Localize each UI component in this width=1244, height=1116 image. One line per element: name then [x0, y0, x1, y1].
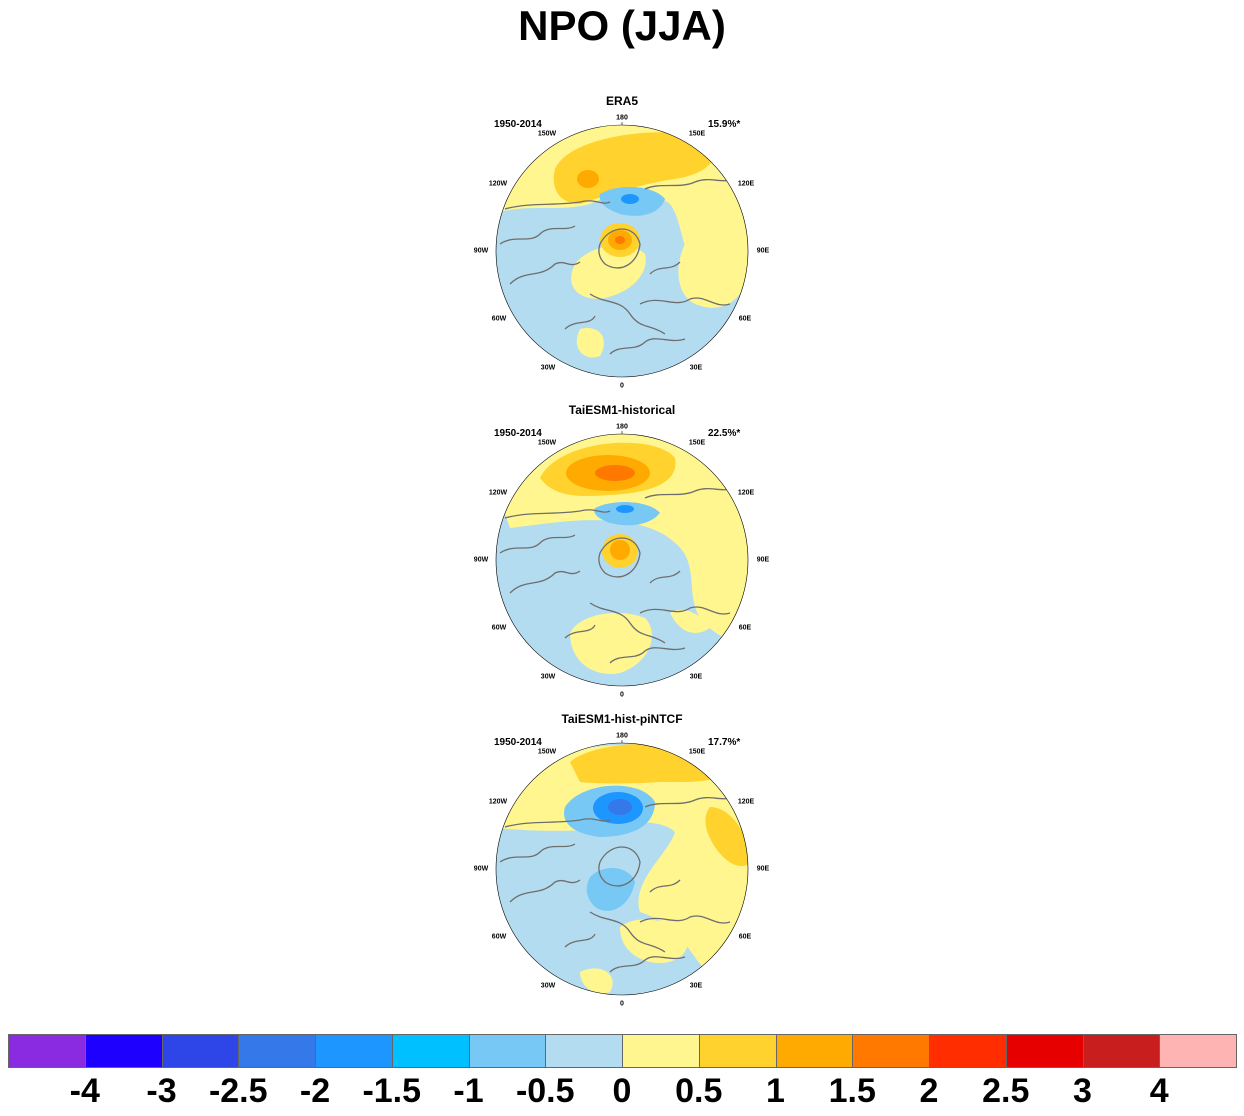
- lon-label-90e: 90E: [756, 556, 770, 564]
- colorbar-box: [161, 1034, 240, 1068]
- lon-label-90w: 90W: [473, 247, 489, 255]
- lon-label-180: 180: [616, 423, 628, 431]
- lon-label-0: 0: [620, 691, 624, 699]
- map-panel-taiesm1-hist-pintcf: TaiESM1-hist-piNTCF 1950-2014 17.7%*: [470, 712, 774, 1012]
- colorbar-label: 2.5: [982, 1072, 1030, 1110]
- colorbar-label: 4: [1149, 1072, 1169, 1110]
- colorbar-box: [775, 1034, 854, 1068]
- colorbar-box: [1005, 1034, 1084, 1068]
- lon-label-120e: 120E: [737, 180, 755, 188]
- lon-label-180: 180: [616, 114, 628, 122]
- colorbar-label: 1: [766, 1072, 785, 1110]
- panel-period: 1950-2014: [494, 428, 542, 439]
- lon-label-60e: 60E: [738, 315, 752, 323]
- colorbar-label: 0.5: [675, 1072, 723, 1110]
- map-panel-taiesm1-historical: TaiESM1-historical 1950-2014 22.5%*: [470, 403, 774, 703]
- polar-map: [495, 122, 749, 378]
- panel-explained-variance: 15.9%*: [708, 119, 741, 130]
- colorbar-label: -0.5: [515, 1072, 575, 1110]
- lon-label-120e: 120E: [737, 489, 755, 497]
- polar-map: [495, 431, 749, 687]
- colorbar-box: [315, 1034, 393, 1068]
- lon-label-120w: 120W: [488, 180, 508, 188]
- colorbar-box: [8, 1034, 86, 1068]
- colorbar-label: -2: [299, 1072, 331, 1110]
- colorbar-box: [852, 1034, 930, 1068]
- colorbar-label: 1.5: [828, 1072, 876, 1110]
- colorbar-box: [1082, 1034, 1161, 1068]
- colorbar-box: [84, 1034, 163, 1068]
- polar-map: [495, 740, 749, 996]
- lon-label-60w: 60W: [491, 624, 507, 632]
- lon-label-30e: 30E: [689, 982, 703, 990]
- lon-label-90w: 90W: [473, 556, 489, 564]
- colorbar-box: [545, 1034, 623, 1068]
- lon-label-150w: 150W: [537, 748, 557, 756]
- lon-label-150e: 150E: [688, 439, 706, 447]
- colorbar-box: [622, 1034, 700, 1068]
- lon-label-30e: 30E: [689, 364, 703, 372]
- panel-title: TaiESM1-hist-piNTCF: [561, 712, 683, 726]
- map-panel-era5: ERA5 1950-2014 15.9%*: [470, 94, 774, 394]
- colorbar-label: -4: [69, 1072, 100, 1110]
- colorbar: [8, 1034, 1237, 1070]
- panel-period: 1950-2014: [494, 737, 542, 748]
- colorbar-box: [1159, 1034, 1237, 1068]
- colorbar-label: -1.5: [362, 1072, 422, 1110]
- colorbar-label: 2: [919, 1072, 939, 1110]
- lon-label-0: 0: [620, 382, 624, 390]
- colorbar-box: [468, 1034, 547, 1068]
- panel-title: ERA5: [605, 94, 638, 108]
- lon-label-120w: 120W: [488, 798, 508, 806]
- lon-label-90w: 90W: [473, 865, 489, 873]
- lon-label-150e: 150E: [688, 130, 706, 138]
- colorbar-label: -3: [146, 1072, 177, 1110]
- lon-label-60w: 60W: [491, 315, 507, 323]
- lon-label-60e: 60E: [738, 624, 752, 632]
- panel-title: TaiESM1-historical: [568, 403, 676, 417]
- lon-label-150e: 150E: [688, 748, 706, 756]
- colorbar-label: -1: [453, 1072, 484, 1110]
- colorbar-box: [929, 1034, 1007, 1068]
- figure-title: NPO (JJA): [518, 2, 726, 49]
- colorbar-label: 3: [1073, 1072, 1092, 1110]
- lon-label-30w: 30W: [540, 364, 556, 372]
- colorbar-box: [698, 1034, 777, 1068]
- lon-label-150w: 150W: [537, 439, 557, 447]
- colorbar-label: 0: [612, 1072, 632, 1110]
- panel-period: 1950-2014: [494, 119, 542, 130]
- lon-label-30e: 30E: [689, 673, 703, 681]
- lon-label-60w: 60W: [491, 933, 507, 941]
- lon-label-0: 0: [620, 1000, 624, 1008]
- lon-label-150w: 150W: [537, 130, 557, 138]
- lon-label-30w: 30W: [540, 673, 556, 681]
- colorbar-label: -2.5: [208, 1072, 268, 1110]
- panel-explained-variance: 17.7%*: [708, 737, 741, 748]
- lon-label-120e: 120E: [737, 798, 755, 806]
- lon-label-30w: 30W: [540, 982, 556, 990]
- lon-label-60e: 60E: [738, 933, 752, 941]
- colorbar-box: [391, 1034, 470, 1068]
- lon-label-180: 180: [616, 732, 628, 740]
- lon-label-90e: 90E: [756, 247, 770, 255]
- colorbar-box: [238, 1034, 316, 1068]
- lon-label-120w: 120W: [488, 489, 508, 497]
- panel-explained-variance: 22.5%*: [708, 428, 741, 439]
- lon-label-90e: 90E: [756, 865, 770, 873]
